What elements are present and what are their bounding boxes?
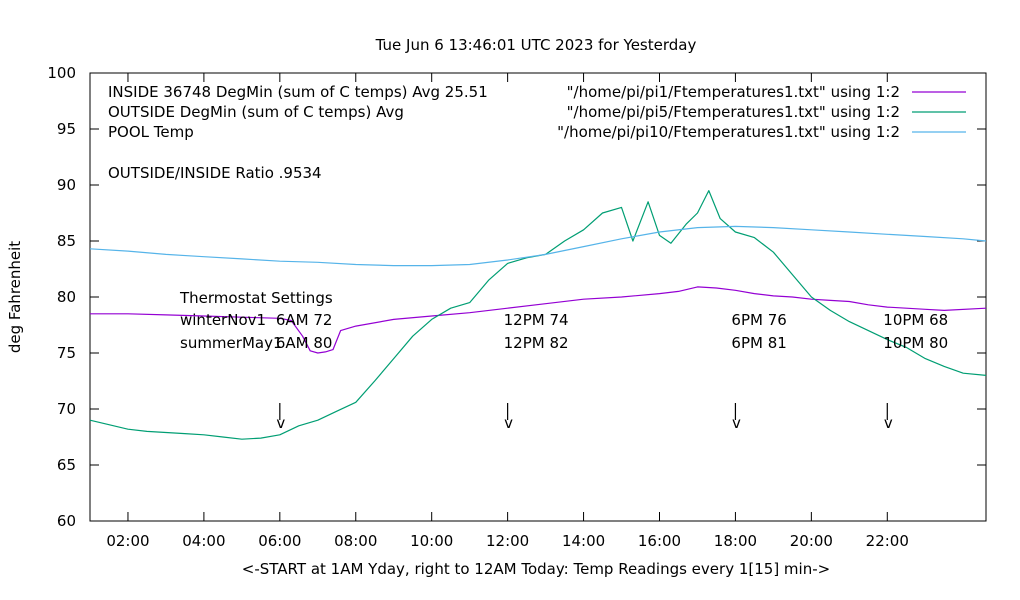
schedule-setting: 6PM 81 <box>731 334 786 352</box>
y-tick-label: 90 <box>57 176 76 194</box>
ratio-annotation: OUTSIDE/INSIDE Ratio .9534 <box>108 164 322 182</box>
x-tick-label: 18:00 <box>714 532 757 550</box>
schedule-setting: 12PM 82 <box>504 334 569 352</box>
axes: 60 65 70 75 80 85 90 95 100 02:00 04:00 06:00 08:00 1… <box>47 64 987 550</box>
schedule-name: winterNov1 <box>180 311 266 329</box>
series-line-pool <box>89 225 987 267</box>
x-tick-label: 10:00 <box>410 532 453 550</box>
y-tick-label: 100 <box>47 64 76 82</box>
x-tick-label: 08:00 <box>334 532 377 550</box>
setpoint-arrow-head: v <box>732 414 741 432</box>
x-tick-label: 22:00 <box>866 532 909 550</box>
x-tick-label: 12:00 <box>486 532 529 550</box>
legend-label: POOL Temp <box>108 123 194 141</box>
schedule-setting: 6PM 76 <box>731 311 786 329</box>
y-tick-label: 80 <box>57 288 76 306</box>
legend-source: "/home/pi/pi1/Ftemperatures1.txt" using … <box>567 83 900 101</box>
thermostat-title: Thermostat Settings <box>179 289 333 307</box>
legend-label: OUTSIDE DegMin (sum of C temps) Avg <box>108 103 404 121</box>
legend-source: "/home/pi/pi10/Ftemperatures1.txt" using… <box>557 123 900 141</box>
legend-label: INSIDE 36748 DegMin (sum of C temps) Avg… <box>108 83 488 101</box>
x-axis-label: <-START at 1AM Yday, right to 12AM Today… <box>242 560 830 578</box>
y-tick-label: 95 <box>57 120 76 138</box>
x-tick-label: 14:00 <box>562 532 605 550</box>
y-tick-label: 65 <box>57 456 76 474</box>
schedule-setting: 12PM 74 <box>504 311 569 329</box>
x-tick-label: 16:00 <box>638 532 681 550</box>
chart-title: Tue Jun 6 13:46:01 UTC 2023 for Yesterda… <box>375 36 697 54</box>
setpoint-arrow-head: v <box>276 414 285 432</box>
x-tick-label: 20:00 <box>790 532 833 550</box>
y-tick-label: 75 <box>57 344 76 362</box>
schedule-setting: 10PM 68 <box>883 311 948 329</box>
y-tick-label: 85 <box>57 232 76 250</box>
schedule-setting: 6AM 80 <box>276 334 333 352</box>
series-line-inside <box>90 286 987 354</box>
x-tick-label: 02:00 <box>106 532 149 550</box>
annotations: OUTSIDE/INSIDE Ratio .9534 Thermostat Set… <box>108 164 948 432</box>
schedule-name: summerMay1 <box>180 334 283 352</box>
series-lines <box>89 190 987 440</box>
y-tick-label: 60 <box>57 512 76 530</box>
setpoint-arrow-head: v <box>504 414 513 432</box>
schedule-setting: 6AM 72 <box>276 311 333 329</box>
legend-source: "/home/pi/pi5/Ftemperatures1.txt" using … <box>567 103 900 121</box>
y-tick-label: 70 <box>57 400 76 418</box>
schedule-setting: 10PM 80 <box>883 334 948 352</box>
x-tick-label: 06:00 <box>258 532 301 550</box>
y-axis-label: deg Fahrenheit <box>6 241 24 353</box>
series-line-outside <box>89 190 987 440</box>
legend: INSIDE 36748 DegMin (sum of C temps) Avg… <box>108 83 966 141</box>
setpoint-arrow-head: v <box>884 414 893 432</box>
x-tick-label: 04:00 <box>182 532 225 550</box>
